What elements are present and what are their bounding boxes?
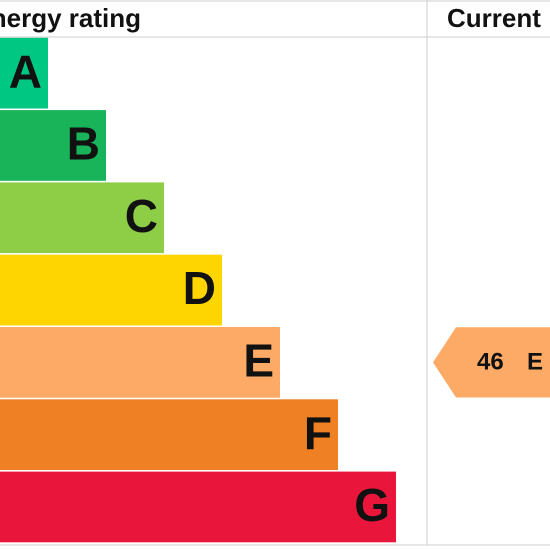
- band-bar: [0, 37, 48, 109]
- band-letter: E: [243, 335, 274, 387]
- band-letter: F: [304, 407, 332, 459]
- current-value: 46: [477, 349, 504, 376]
- band-bar: [0, 471, 396, 543]
- band-bar: [0, 182, 164, 254]
- band-bar: [0, 110, 106, 181]
- band-letter: D: [183, 262, 216, 314]
- band-bar: [0, 327, 280, 398]
- band-letter: C: [125, 190, 158, 242]
- current-header: Current: [447, 3, 541, 33]
- band-letter: A: [9, 45, 42, 97]
- title: Energy rating: [0, 3, 141, 33]
- band-letter: G: [354, 479, 390, 531]
- band-letter: B: [67, 118, 100, 170]
- current-band: E: [527, 349, 543, 376]
- band-bar: [0, 254, 222, 326]
- band-bar: [0, 399, 338, 470]
- current-arrow: [433, 327, 550, 398]
